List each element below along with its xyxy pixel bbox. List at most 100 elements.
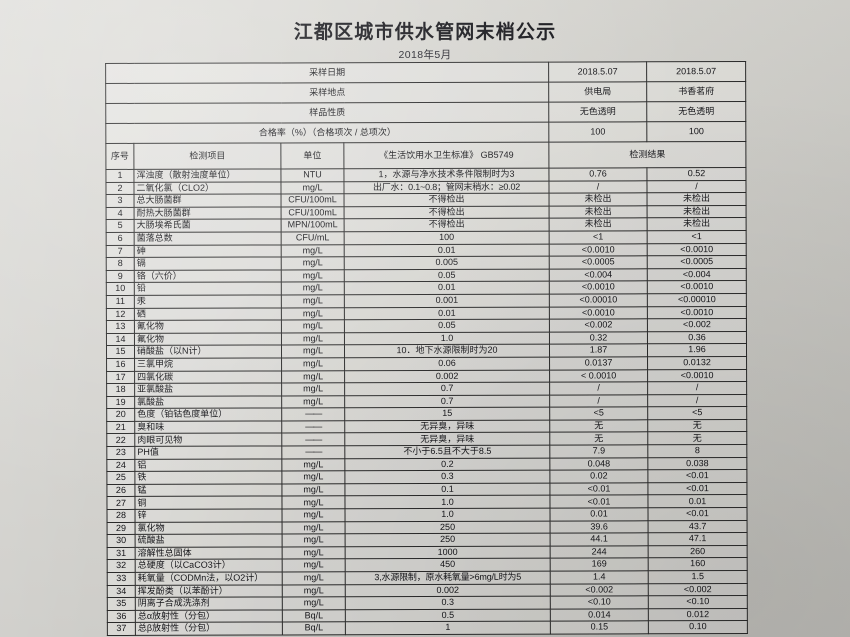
cell-result-sample2: 未检出 [647,217,747,231]
cell-unit: mg/L [281,269,345,283]
cell-unit: mg/L [282,533,346,547]
cell-no: 22 [106,433,135,447]
cell-unit: mg/L [281,244,345,258]
cell-standard: 3,水源限制，原水耗氧量>6mg/L时为5 [345,571,551,585]
cell-result-sample2: 无 [647,431,747,445]
cell-no: 30 [107,534,136,548]
cell-unit: mg/L [282,571,346,585]
cell-standard: 1 [345,621,551,635]
cell-no: 15 [106,345,135,359]
cell-unit: mg/L [281,370,345,384]
cell-result-sample2: 0.52 [646,167,746,181]
cell-unit: mg/L [282,596,346,610]
cell-item: 汞 [134,294,282,308]
cell-result-sample1: <5 [549,407,648,420]
cell-result-sample2: <0.10 [648,595,748,609]
cell-item: 总β放射性（分包） [135,622,283,636]
cell-standard: 1000 [345,545,551,560]
cell-result-sample1: 39.6 [550,520,649,534]
cell-result-sample1: 未检出 [549,205,648,219]
cell-result-sample2: <0.002 [647,318,747,332]
cell-result-sample1: <0.0005 [549,255,648,269]
cell-item: 耗氧量（CODMn法，以O2计） [135,571,283,586]
cell-standard: 0.2 [344,457,550,472]
cell-unit: Bq/L [282,622,346,635]
cell-result-sample1: 0.048 [549,457,648,471]
cell-result-sample1: 1.87 [549,344,648,358]
cell-result-sample2: 47.1 [648,532,748,546]
cell-standard: 0.7 [344,382,550,396]
cell-result-sample2: 0.01 [647,494,748,508]
cell-standard: 15 [344,407,550,421]
cell-result-sample2: / [647,394,747,408]
cell-unit: mg/L [281,382,345,396]
cell-result-sample1: <0.0010 [549,306,648,320]
cell-item: 总硬度（以CaCO3计） [135,559,283,573]
summary-value-sample2: 100 [646,121,746,142]
cell-item: 亚氯酸盐 [134,383,282,397]
cell-result-sample2: <0.0010 [647,280,747,294]
cell-standard: 1.0 [345,508,551,522]
cell-standard: 0.1 [344,482,550,497]
cell-result-sample2: 0.36 [647,331,747,345]
cell-no: 37 [107,622,136,636]
cell-item: 阴离子合成洗涤剂 [135,597,283,611]
cell-unit: —— [281,445,345,459]
cell-item: 三氯甲烷 [134,357,282,371]
cell-no: 14 [106,333,135,346]
summary-row: 采样日期 2018.5.07 2018.5.07 [105,61,746,84]
cell-standard: 0.5 [345,608,551,623]
cell-standard: 250 [345,533,551,547]
cell-result-sample1: / [548,180,648,194]
cell-item: 色度（铂钴色度单位） [134,408,282,422]
cell-no: 2 [105,182,135,195]
cell-unit: mg/L [282,546,346,560]
cell-standard: 不得检出 [344,205,550,220]
cell-no: 17 [106,370,135,384]
cell-result-sample1: 无 [549,432,648,446]
cell-unit: mg/L [281,294,345,308]
cell-unit: mg/L [281,496,346,509]
cell-result-sample1: 44.1 [550,533,649,546]
page-title: 江都区城市供水管网末梢公示 [293,22,557,43]
cell-no: 6 [106,232,135,246]
cell-no: 20 [106,408,135,422]
cell-result-sample2: <1 [647,230,747,244]
cell-item: 砷 [134,244,282,258]
cell-result-sample2: 1.96 [647,343,747,357]
cell-standard: 0.001 [344,294,550,308]
cell-item: 菌落总数 [134,231,282,245]
cell-item: 耐热大肠菌群 [134,206,282,220]
cell-result-sample2: <0.002 [648,583,748,596]
cell-standard: 450 [345,558,551,572]
cell-item: 氰化物 [134,320,282,334]
cell-result-sample1: 0.0137 [549,356,648,370]
cell-item: 大肠埃希氏菌 [134,219,282,233]
cell-result-sample1: < 0.0010 [549,369,648,383]
cell-result-sample1: 0.32 [549,331,648,345]
cell-item: 氯化物 [135,521,283,535]
cell-item: 锌 [135,508,283,523]
cell-no: 7 [106,244,135,258]
cell-no: 33 [107,572,136,586]
cell-unit: NTU [280,168,344,182]
cell-unit: mg/L [281,357,345,371]
cell-result-sample1: 未检出 [549,218,648,232]
cell-unit: mg/L [280,181,345,195]
cell-result-sample1: 0.76 [548,167,647,181]
cell-unit: mg/L [282,508,346,522]
cell-standard: 0.06 [344,357,550,371]
cell-result-sample2: 1.5 [648,570,748,584]
cell-result-sample2: / [646,180,747,193]
cell-item: 硒 [134,307,282,321]
cell-standard: 0.3 [344,470,550,484]
cell-result-sample1: / [549,381,648,395]
cell-no: 28 [107,509,136,523]
cell-result-sample2: <0.0010 [647,368,747,382]
summary-value-sample2: 无色透明 [646,101,746,122]
cell-unit: CFU/100mL [281,193,345,207]
summary-value-sample1: 2018.5.07 [548,61,647,83]
cell-standard: 出厂水：0.1~0.8；管网末稍水：≥0.02 [343,180,550,194]
cell-no: 8 [106,257,135,271]
